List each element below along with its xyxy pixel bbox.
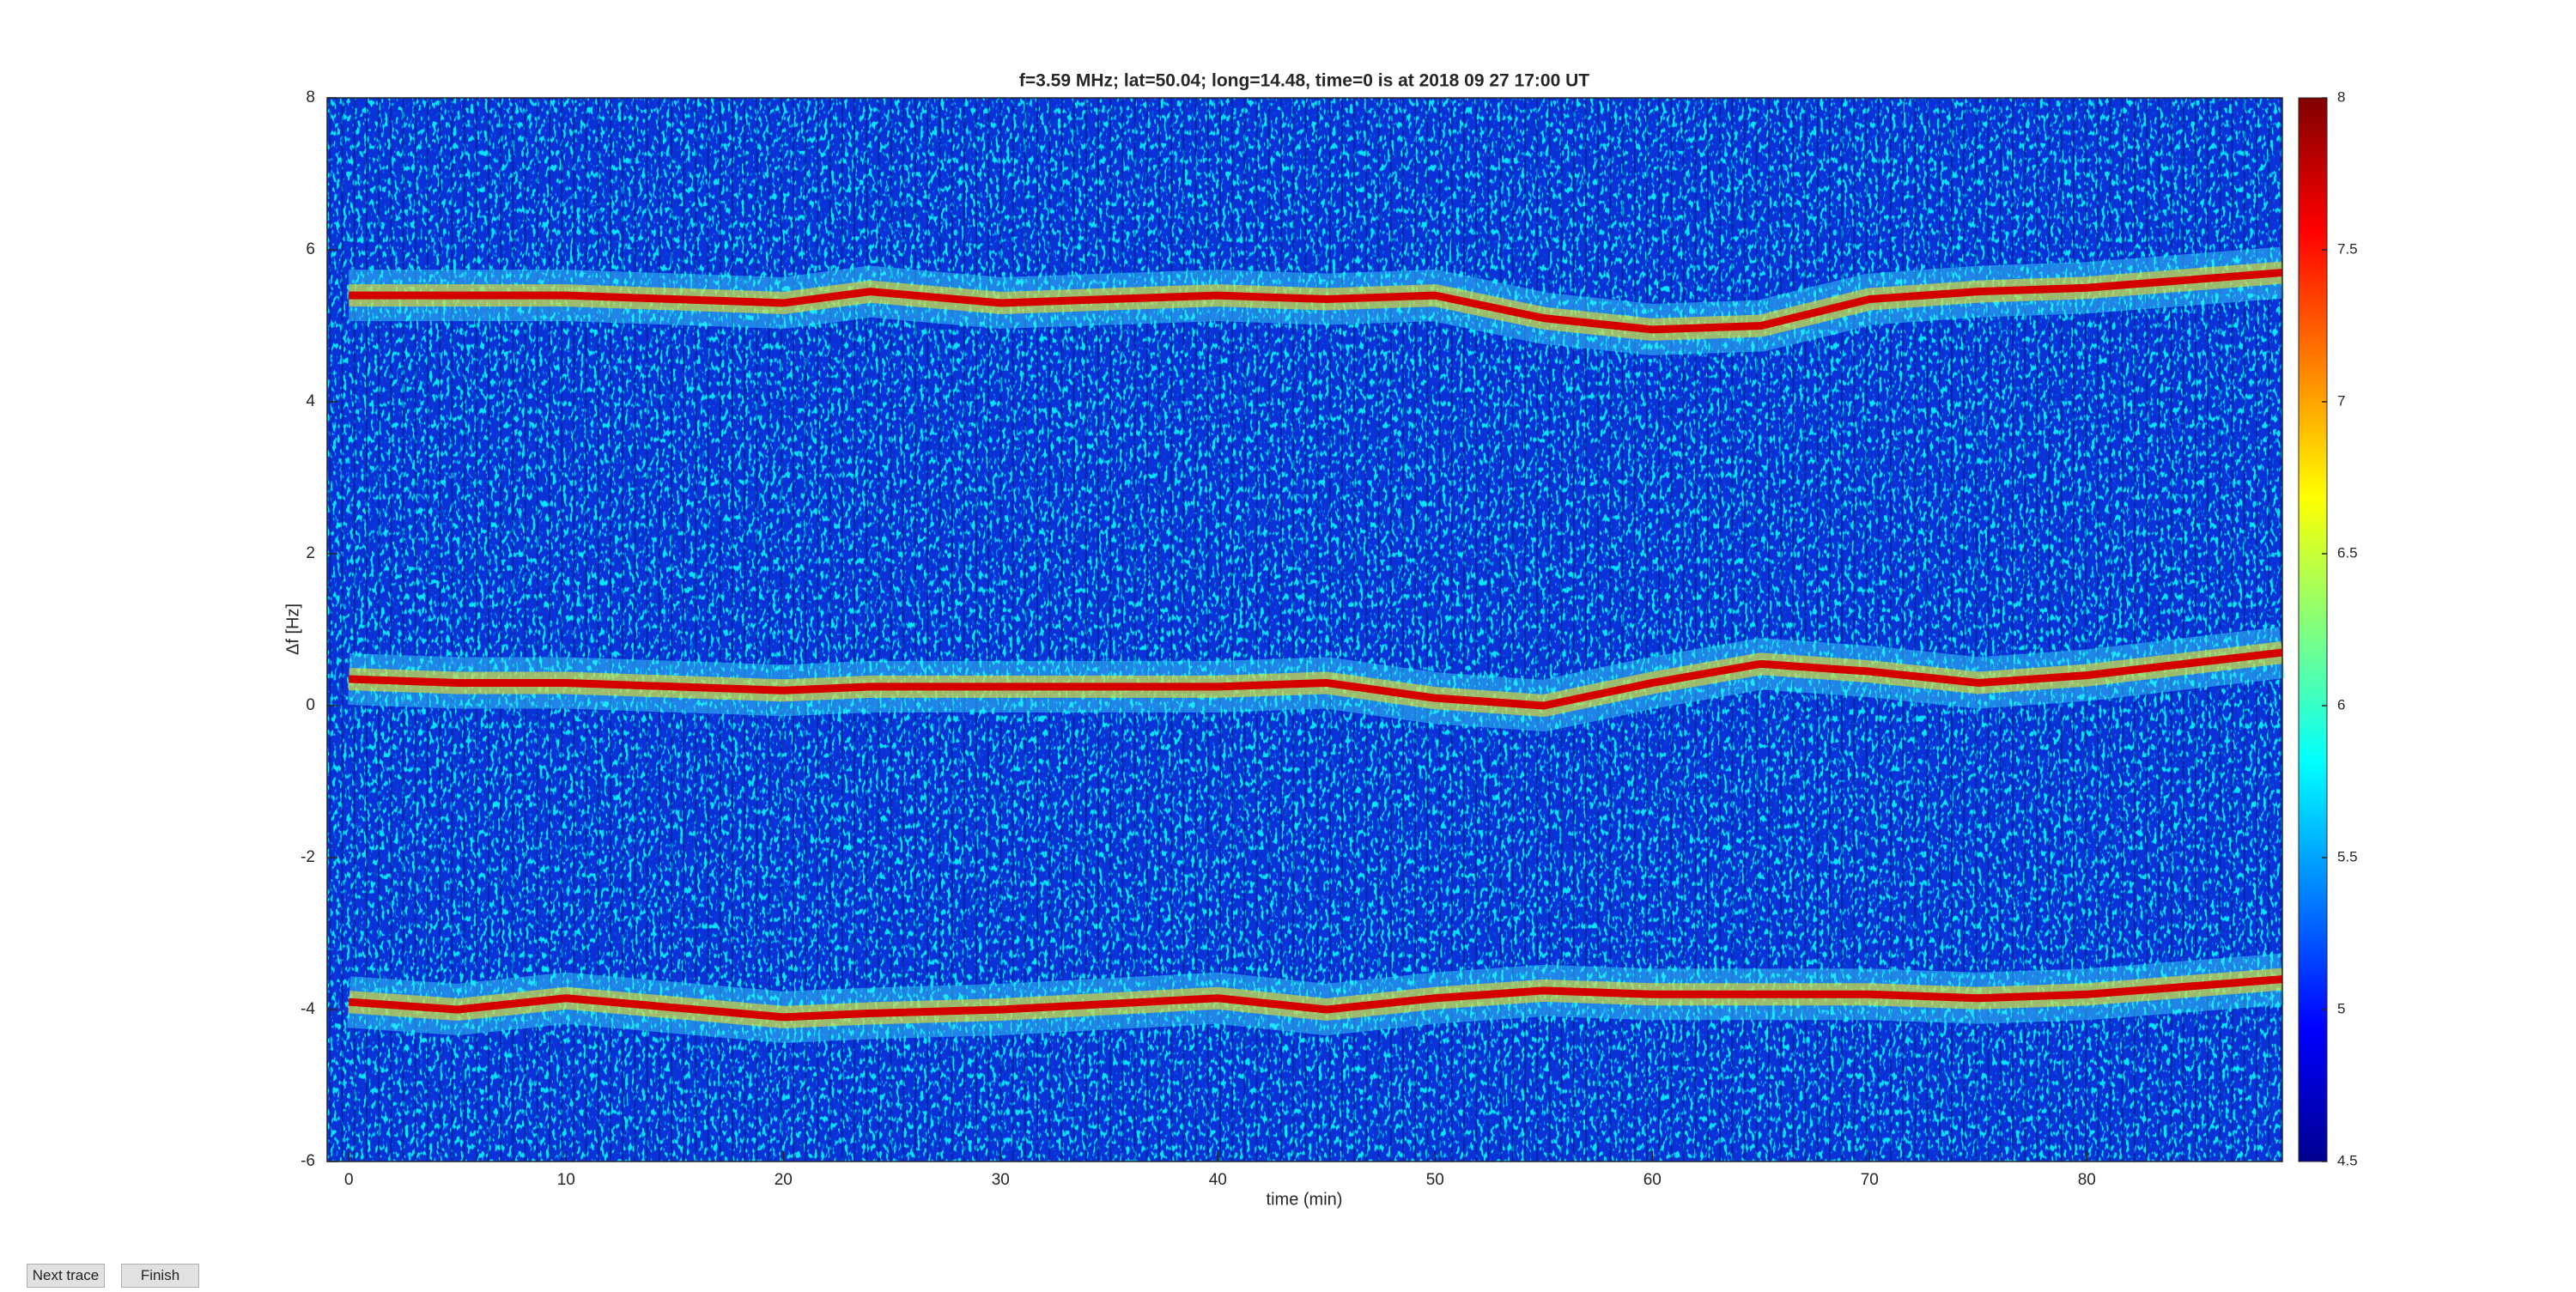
- axes-box: [326, 97, 2283, 1162]
- x-tick-label: 50: [1426, 1171, 1444, 1189]
- x-axis-label: time (min): [1267, 1190, 1343, 1209]
- y-axis-label: Δf [Hz]: [283, 604, 302, 655]
- colorbar-tick-label: 7.5: [2337, 240, 2358, 257]
- colorbar-tick-label: 5.5: [2337, 848, 2358, 864]
- plot-area: [347, 246, 2286, 1043]
- x-tick-label: 80: [2078, 1171, 2096, 1189]
- x-tick-label: 60: [1643, 1171, 1662, 1189]
- colorbar-tick-label: 6.5: [2337, 544, 2358, 561]
- y-tick-label: 4: [306, 392, 315, 410]
- trace: [349, 648, 2283, 710]
- y-tick-label: -2: [301, 848, 315, 866]
- x-tick-label: 40: [1209, 1171, 1227, 1189]
- y-tick-label: 2: [306, 544, 315, 562]
- y-tick-label: 0: [306, 696, 315, 714]
- trace: [349, 269, 2283, 334]
- x-tick-label: 70: [1861, 1171, 1879, 1189]
- y-tick-label: 6: [306, 240, 315, 258]
- x-tick-label: 10: [557, 1171, 575, 1189]
- next-trace-button[interactable]: Next trace: [27, 1264, 105, 1288]
- colorbar: [2298, 97, 2328, 1162]
- trace: [348, 975, 2283, 1022]
- chart-title: f=3.59 MHz; lat=50.04; long=14.48, time=…: [1019, 71, 1589, 91]
- y-tick-label: -6: [301, 1152, 315, 1170]
- y-tick-label: 8: [306, 88, 315, 106]
- colorbar-tick-label: 4.5: [2337, 1152, 2358, 1168]
- colorbar-tick-label: 7: [2337, 392, 2345, 409]
- x-tick-label: 0: [344, 1171, 354, 1189]
- colorbar-tick-label: 5: [2337, 1000, 2345, 1016]
- spectrogram-stripes: [327, 98, 2282, 1162]
- colorbar-tick-label: 8: [2337, 88, 2345, 105]
- figure: f=3.59 MHz; lat=50.04; long=14.48, time=…: [283, 71, 2358, 1210]
- finish-button[interactable]: Finish: [121, 1264, 199, 1288]
- x-tick-label: 20: [775, 1171, 793, 1189]
- y-tick-label: -4: [301, 1000, 315, 1018]
- colorbar-tick-label: 6: [2337, 696, 2345, 713]
- x-tick-label: 30: [992, 1171, 1010, 1189]
